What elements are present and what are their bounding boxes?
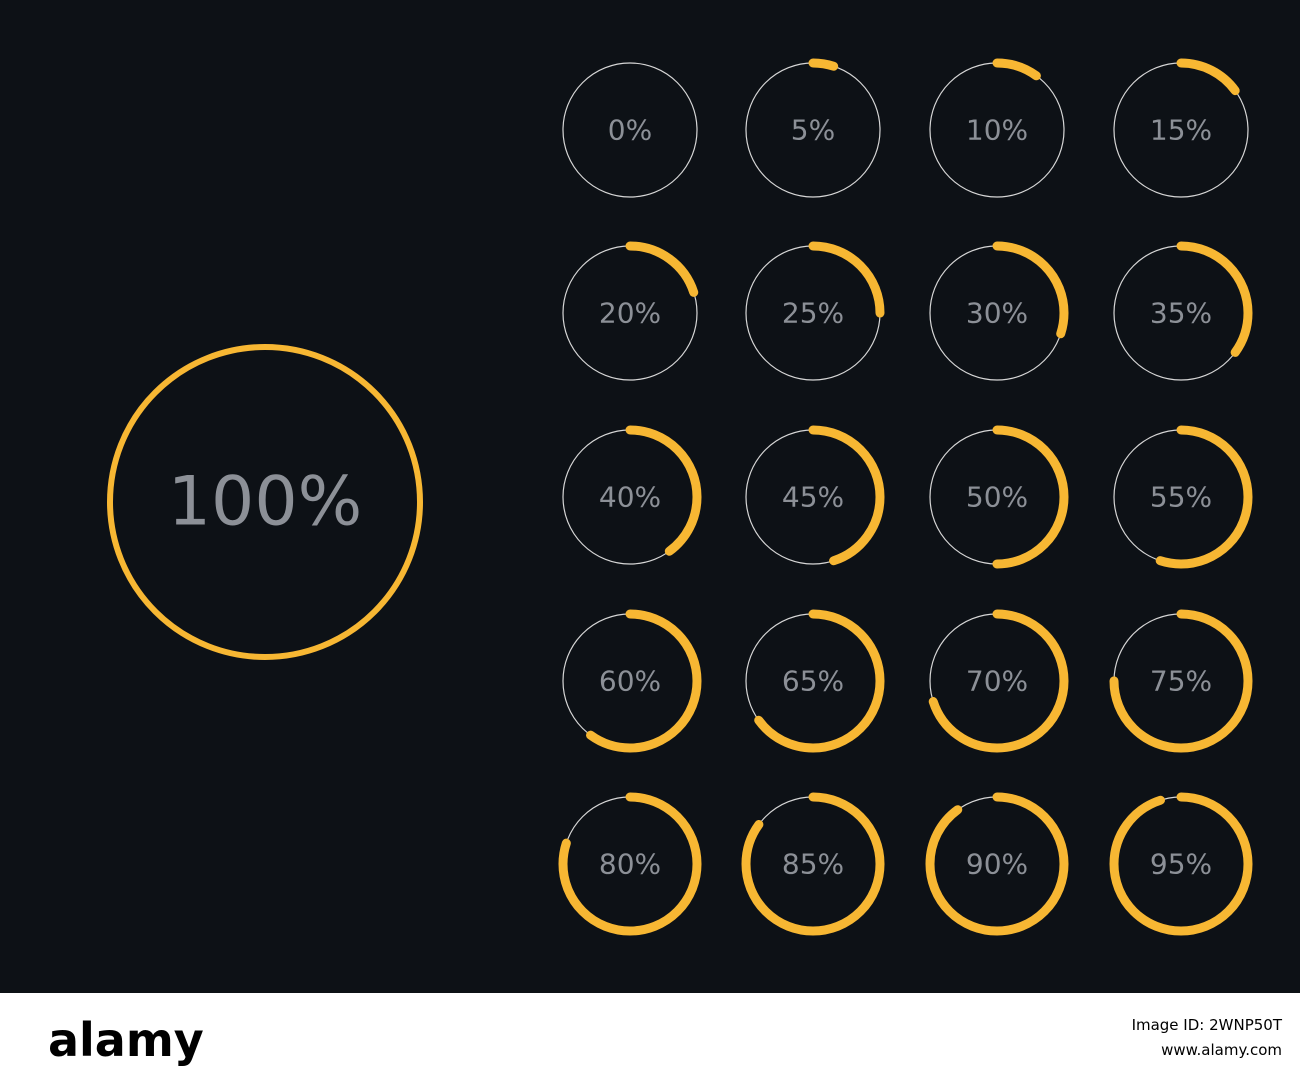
ring-label: 80%: [599, 848, 661, 881]
ring-label: 85%: [782, 848, 844, 881]
ring-arc: [1109, 241, 1253, 385]
footer-bar: [0, 993, 1300, 1084]
ring-track: [562, 62, 698, 198]
ring-arc: [741, 792, 885, 936]
ring-arc: [741, 609, 885, 753]
background: [0, 0, 1300, 993]
ring-label: 60%: [599, 665, 661, 698]
ring-arc: [741, 58, 885, 202]
ring-label: 50%: [966, 481, 1028, 514]
ring-arc: [925, 425, 1069, 569]
ring-label: 95%: [1150, 848, 1212, 881]
ring-label: 30%: [966, 297, 1028, 330]
ring-label: 90%: [966, 848, 1028, 881]
ring-arc: [741, 241, 885, 385]
ring-label: 25%: [782, 297, 844, 330]
ring-arc: [1109, 58, 1253, 202]
ring-label: 20%: [599, 297, 661, 330]
ring-arc: [558, 609, 702, 753]
ring-label: 100%: [168, 463, 362, 542]
ring-arc: [107, 344, 423, 660]
ring-label: 35%: [1150, 297, 1212, 330]
ring-label: 10%: [966, 114, 1028, 147]
ring-label: 75%: [1150, 665, 1212, 698]
ring-label: 0%: [608, 114, 652, 147]
ring-arc: [1109, 792, 1253, 936]
ring-arc: [1109, 609, 1253, 753]
ring-arc: [558, 425, 702, 569]
ring-label: 45%: [782, 481, 844, 514]
ring-arc: [925, 241, 1069, 385]
ring-arc: [558, 241, 702, 385]
ring-arc: [1109, 425, 1253, 569]
ring-label: 65%: [782, 665, 844, 698]
ring-arc: [925, 58, 1069, 202]
footer-image-id: Image ID: 2WNP50T: [1132, 1016, 1283, 1034]
ring-label: 70%: [966, 665, 1028, 698]
footer-url: www.alamy.com: [1161, 1041, 1282, 1059]
ring-arc: [558, 792, 702, 936]
ring-arc: [741, 425, 885, 569]
ring-label: 5%: [791, 114, 835, 147]
ring-label: 40%: [599, 481, 661, 514]
footer-logo: alamy: [48, 1013, 204, 1067]
ring-label: 55%: [1150, 481, 1212, 514]
ring-arc: [925, 609, 1069, 753]
ring-arc: [925, 792, 1069, 936]
ring-label: 15%: [1150, 114, 1212, 147]
